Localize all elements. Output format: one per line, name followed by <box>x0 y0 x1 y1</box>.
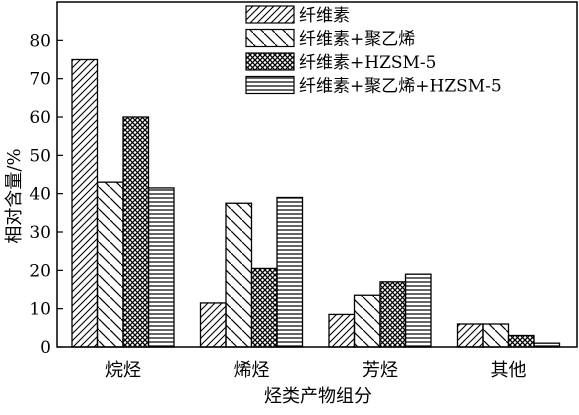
legend-label: 纤维素+聚乙烯+HZSM-5 <box>299 77 502 97</box>
bar <box>533 342 561 348</box>
legend-swatch <box>245 52 295 71</box>
x-tick-label: 烷烃 <box>105 360 141 381</box>
y-tick-label: 60 <box>29 108 51 128</box>
bar <box>328 313 356 348</box>
bar <box>250 267 278 348</box>
legend-swatch <box>245 28 295 48</box>
bar <box>199 302 227 348</box>
y-tick-label: 70 <box>29 70 51 90</box>
x-tick-label: 其他 <box>491 360 527 381</box>
y-axis: 0 10 20 30 40 50 60 70 80 <box>29 31 63 358</box>
legend-label: 纤维素+HZSM-5 <box>299 53 437 73</box>
y-tick-label: 10 <box>29 300 51 320</box>
bar <box>353 294 381 348</box>
bar <box>71 58 99 348</box>
y-tick-label: 50 <box>29 146 51 166</box>
legend-label: 纤维素+聚乙烯 <box>299 30 415 50</box>
bar <box>482 323 510 348</box>
bar <box>507 334 535 348</box>
x-tick-label: 芳烃 <box>362 360 398 381</box>
x-axis: 烷烃 烯烃 芳烃 其他 <box>105 360 527 381</box>
bar <box>276 196 304 348</box>
bar <box>404 273 432 348</box>
x-axis-title: 烃类产物组分 <box>264 386 372 407</box>
bar <box>96 181 124 348</box>
y-tick-label: 20 <box>29 261 51 281</box>
legend-label: 纤维素 <box>299 6 350 26</box>
y-axis-title: 相对含量/% <box>4 148 25 243</box>
legend-swatch <box>245 5 295 24</box>
bar <box>225 202 253 348</box>
bars <box>71 58 561 348</box>
bar <box>122 116 150 348</box>
legend-swatch <box>245 75 295 95</box>
y-tick-label: 40 <box>29 185 51 205</box>
x-tick-label: 烯烃 <box>234 360 270 381</box>
bar <box>456 323 484 348</box>
y-tick-label: 80 <box>29 31 51 51</box>
plot-area <box>56 1 578 348</box>
bar <box>379 281 407 348</box>
y-tick-label: 0 <box>40 338 51 358</box>
y-tick-label: 30 <box>29 223 51 243</box>
bar <box>147 187 175 348</box>
plot-frame <box>56 1 578 348</box>
